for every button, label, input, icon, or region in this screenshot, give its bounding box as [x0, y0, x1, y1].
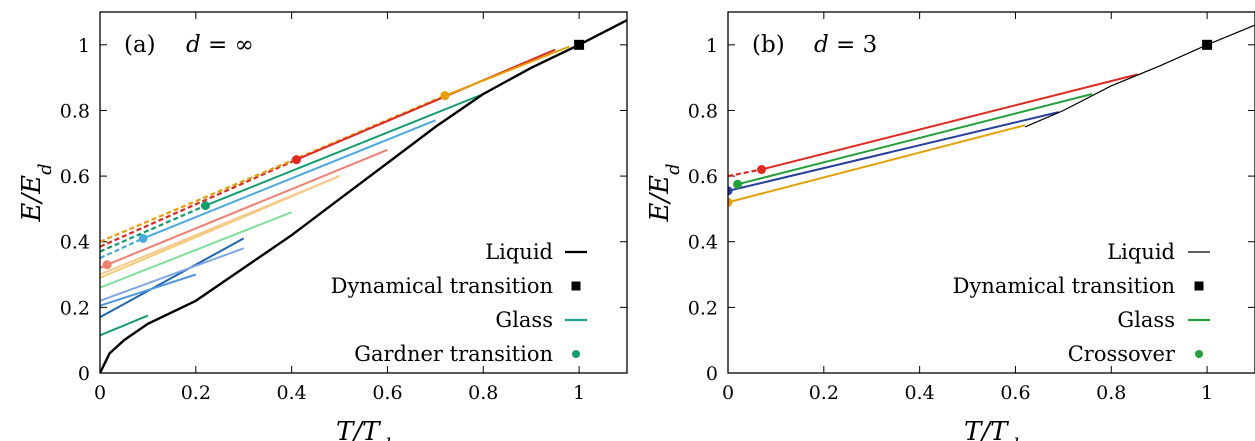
continuation-line: [100, 158, 297, 248]
gardner-point: [138, 233, 148, 243]
x-tick-label: 0: [94, 382, 106, 404]
y-tick-label: 0: [78, 363, 90, 385]
continuation-line: [100, 204, 206, 253]
panel-label: (b): [752, 32, 785, 58]
legend: Liquid Dynamical transition Glass Gardner t…: [331, 240, 587, 366]
x-tick-label: 0.6: [1000, 382, 1030, 404]
crossover-point: [728, 197, 733, 207]
legend-label: Liquid: [485, 240, 553, 264]
legend-label: Glass: [495, 308, 553, 332]
y-tick-label: 0.6: [688, 166, 718, 188]
y-tick-label: 0.4: [60, 232, 90, 254]
legend: Liquid Dynamical transition Glass Crossover: [953, 240, 1210, 366]
x-tick-label: 0.4: [905, 382, 935, 404]
glass-line: [100, 247, 245, 302]
x-axis-title: T/Td: [336, 417, 391, 441]
legend-label: Dynamical transition: [331, 274, 553, 298]
gardner-point: [291, 155, 301, 165]
legend-dot-swatch: [1195, 350, 1203, 358]
x-tick-label: 0.2: [809, 382, 839, 404]
y-tick-label: 0.8: [688, 100, 718, 122]
y-tick-label: 0: [706, 363, 718, 385]
legend-dot-swatch: [572, 350, 580, 358]
panel-annotation: d = ∞: [186, 32, 254, 58]
x-tick-label: 0.8: [468, 382, 498, 404]
glass-line: [142, 119, 436, 240]
glass-line: [100, 314, 149, 337]
glass-line: [728, 111, 1059, 192]
liquid-line: [1024, 24, 1255, 128]
panel-a: 0 0.2 0.4 0.6 0.8 1 0 0.2 0.4 0.6 0.8 1 T/Td E/Ed (a) d…: [17, 11, 628, 441]
y-tick-label: 0.2: [60, 297, 90, 319]
plot-frame: [727, 11, 1255, 374]
y-axis-title: E/Ed: [17, 163, 56, 222]
plot-area: [100, 19, 627, 373]
glass-line: [444, 45, 570, 97]
glass-line: [296, 48, 556, 161]
legend-label: Crossover: [1068, 342, 1176, 366]
glass-line: [737, 93, 1093, 186]
legend-label: Liquid: [1107, 240, 1175, 264]
glass-line: [728, 124, 1026, 204]
legend-square-swatch: [1194, 281, 1204, 291]
x-axis-title: T/Td: [964, 417, 1019, 441]
x-tick-label: 1: [573, 382, 585, 404]
crossover-point: [728, 186, 733, 196]
crossover-point: [733, 179, 743, 189]
x-tick-label: 0.4: [277, 382, 307, 404]
x-tick-label: 0: [722, 382, 734, 404]
panel-annotation: d = 3: [814, 32, 877, 58]
y-tick-label: 0.4: [688, 232, 718, 254]
dynamical-transition-point: [574, 39, 585, 50]
crossover-point: [757, 165, 767, 175]
x-tick-label: 0.8: [1096, 382, 1126, 404]
x-tick-label: 1: [1201, 382, 1213, 404]
glass-line: [106, 148, 388, 266]
panel-b: 0 0.2 0.4 0.6 0.8 1 0 0.2 0.4 0.6 0.8 1 T/Td E/Ed (b) d…: [645, 11, 1255, 441]
glass-line: [100, 175, 340, 276]
glass-line: [761, 73, 1138, 171]
plot-area: [728, 24, 1255, 207]
legend-square-swatch: [571, 281, 581, 291]
glass-line: [100, 237, 245, 319]
x-tick-label: 0.2: [181, 382, 211, 404]
legend-label: Glass: [1117, 308, 1175, 332]
continuation-line: [728, 168, 762, 178]
gardner-point: [102, 260, 112, 270]
plot-frame: [99, 11, 628, 374]
y-tick-label: 0.6: [60, 166, 90, 188]
dynamical-transition-point: [1202, 39, 1213, 50]
gardner-point: [200, 201, 210, 211]
glass-line: [100, 211, 292, 289]
y-axis-title: E/Ed: [645, 163, 684, 222]
y-tick-label: 0.2: [688, 297, 718, 319]
y-tick-label: 1: [706, 35, 718, 57]
gardner-point: [440, 91, 450, 101]
y-tick-label: 1: [78, 35, 90, 57]
x-tick-label: 0.6: [372, 382, 402, 404]
liquid-line: [100, 19, 627, 373]
y-tick-label: 0.8: [60, 100, 90, 122]
legend-label: Gardner transition: [354, 342, 553, 366]
legend-label: Dynamical transition: [953, 274, 1175, 298]
glass-line: [205, 93, 484, 207]
glass-line: [100, 273, 197, 307]
panel-label: (a): [124, 32, 156, 58]
